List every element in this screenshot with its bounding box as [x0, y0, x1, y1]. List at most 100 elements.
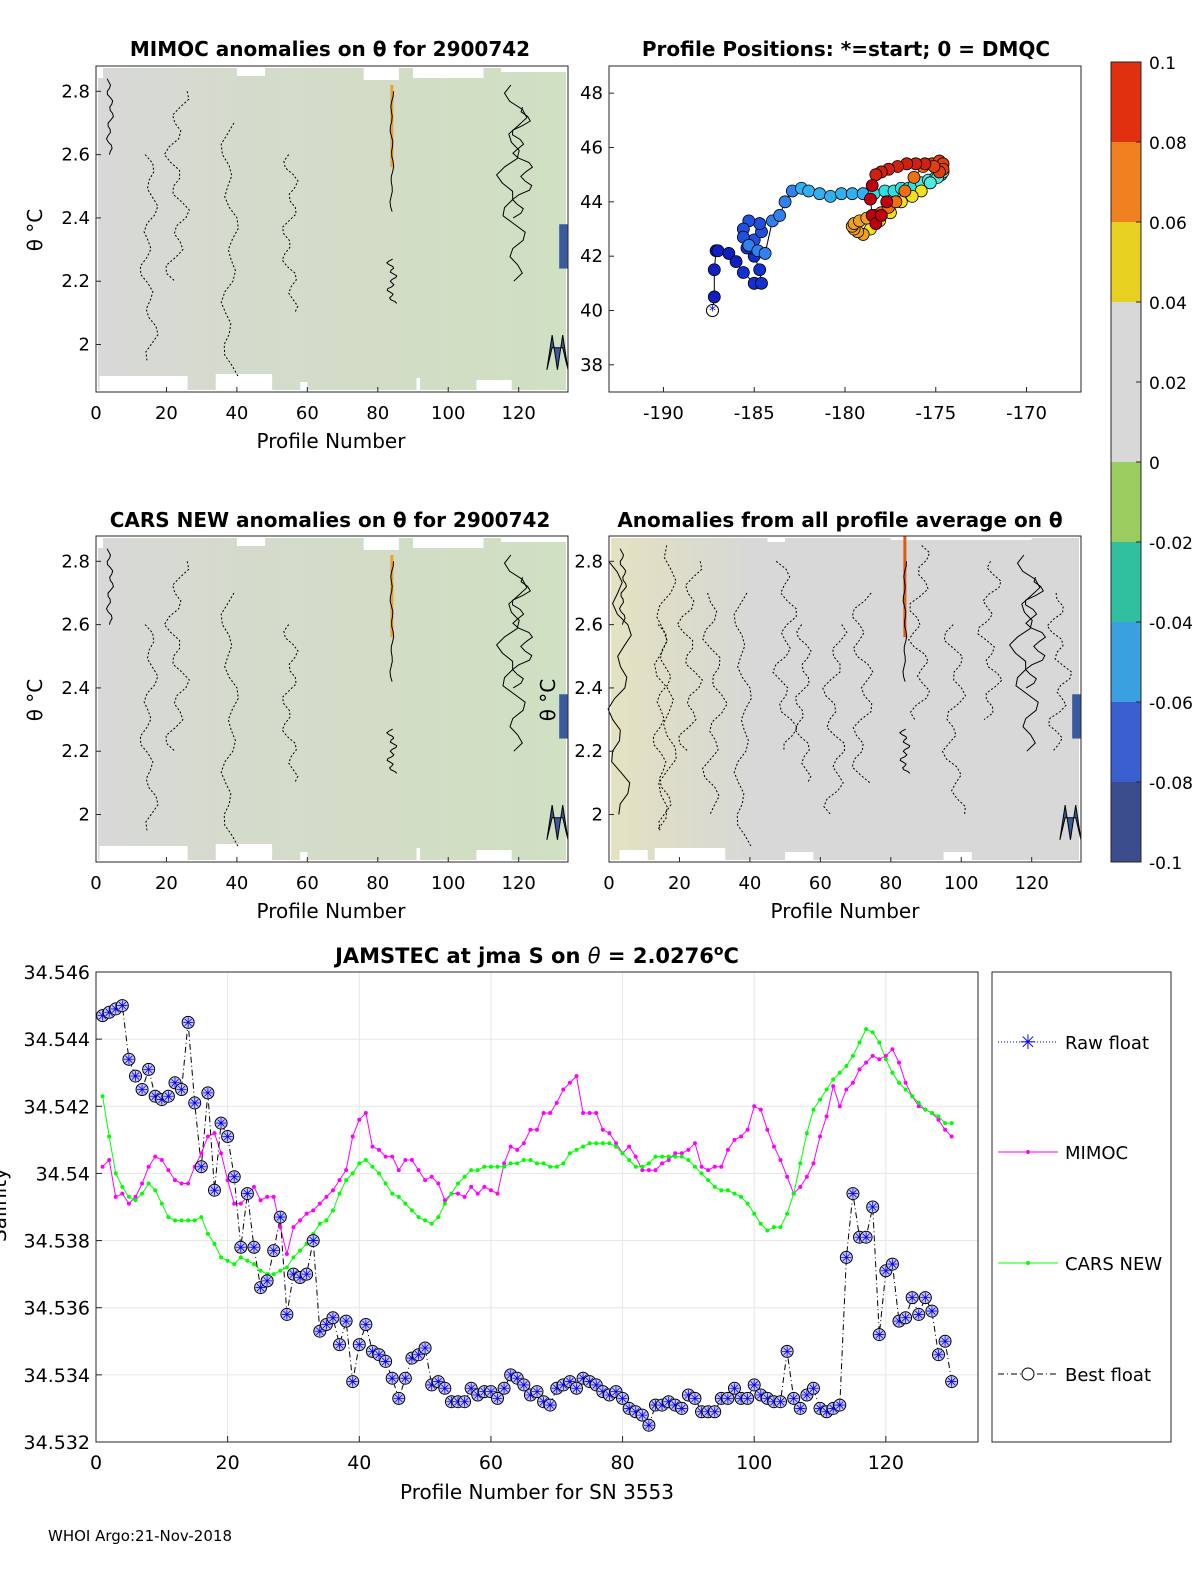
- series-point-2: [785, 1211, 790, 1216]
- series-point-2: [627, 1158, 632, 1162]
- contour-line: [902, 561, 908, 682]
- raw-float-star: [597, 1386, 608, 1397]
- raw-float-star: [729, 1383, 740, 1394]
- mimoc-heatmap: 0 20 40 60 80 100 120 2 2.2 2.4 2.6 2.8: [61, 65, 569, 424]
- contour-line: [386, 728, 398, 774]
- profile-position-point: [753, 263, 767, 277]
- series-point-2: [337, 1191, 342, 1196]
- colorbar-segment: [1111, 62, 1141, 83]
- x-tick-label: 80: [879, 873, 902, 894]
- series-point-2: [561, 1161, 566, 1166]
- series-point-2: [278, 1268, 283, 1273]
- series-point-1: [554, 1100, 559, 1105]
- raw-float-star: [387, 1373, 398, 1384]
- cars-ylabel: θ °C: [23, 679, 47, 722]
- series-point-2: [653, 1154, 658, 1159]
- series-point-2: [521, 1158, 526, 1162]
- raw-float-star: [143, 1064, 154, 1075]
- missing-data-top: [236, 536, 266, 546]
- series-point-1: [594, 1111, 599, 1115]
- colorbar-segment: [1111, 102, 1141, 123]
- x-tick-label: -170: [1006, 403, 1047, 424]
- missing-data-bottom: [416, 848, 421, 862]
- series-point-1: [508, 1144, 513, 1149]
- series-point-2: [778, 1225, 783, 1230]
- series-point-1: [850, 1080, 855, 1085]
- raw-float-star: [406, 1353, 417, 1364]
- colorbar-segment: [1111, 522, 1141, 543]
- series-point-1: [456, 1191, 461, 1196]
- raw-float-star: [940, 1336, 951, 1347]
- raw-float-star: [828, 1403, 839, 1414]
- series-point-2: [587, 1141, 592, 1146]
- series-point-2: [146, 1181, 151, 1186]
- missing-data-bottom: [654, 848, 726, 862]
- positions-title: Profile Positions: *=start; 0 = DMQC: [642, 37, 1050, 61]
- raw-float-star: [525, 1390, 536, 1400]
- missing-data-top: [1049, 536, 1081, 538]
- series-point-1: [646, 1168, 651, 1173]
- series-point-2: [745, 1201, 750, 1206]
- colorbar-segment: [1111, 642, 1141, 663]
- raw-float-star: [683, 1390, 694, 1400]
- x-tick-label: 40: [225, 403, 248, 424]
- raw-float-star: [808, 1383, 819, 1394]
- series-point-1: [258, 1198, 263, 1203]
- series-point-2: [620, 1151, 625, 1156]
- series-point-2: [837, 1070, 842, 1075]
- raw-float-star: [894, 1316, 905, 1327]
- missing-data-top: [236, 66, 266, 76]
- colorbar-tick-label: 0.06: [1149, 214, 1187, 234]
- contour-line: [281, 624, 299, 784]
- colorbar-segment: [1111, 122, 1141, 143]
- series-point-1: [528, 1127, 533, 1132]
- series-point-1: [883, 1053, 888, 1058]
- raw-float-star: [637, 1410, 648, 1421]
- colorbar-segment: [1111, 322, 1141, 343]
- raw-float-star: [551, 1383, 562, 1394]
- series-point-1: [949, 1134, 954, 1139]
- profile-position-point: [758, 247, 772, 260]
- colorbar-segment: [1111, 542, 1141, 563]
- series-point-1: [423, 1178, 428, 1183]
- series-point-1: [837, 1104, 842, 1109]
- y-tick-label: 2.6: [574, 615, 603, 636]
- salinity-title-sup: o: [714, 943, 724, 959]
- salinity-title: JAMSTEC at jma S on θ = 2.0276oC: [333, 943, 739, 968]
- raw-float-star: [630, 1406, 641, 1417]
- raw-float-star: [420, 1343, 431, 1353]
- series-point-2: [725, 1188, 730, 1193]
- contour-line: [1046, 592, 1073, 752]
- colorbar-segment: [1111, 602, 1141, 623]
- series-point-2: [330, 1208, 335, 1213]
- series-point-1: [857, 1067, 862, 1072]
- y-tick-label: 2.2: [61, 271, 90, 292]
- raw-float-star: [400, 1373, 411, 1384]
- colorbar-segment: [1111, 162, 1141, 183]
- raw-float-star: [426, 1379, 437, 1390]
- raw-float-star: [834, 1400, 845, 1411]
- series-point-2: [640, 1164, 645, 1169]
- positions-plot: * -190 -185 -180 -175 -170 38 40 42 44 46 48: [580, 65, 1082, 424]
- raw-float-star: [347, 1376, 358, 1387]
- series-point-1: [330, 1188, 335, 1193]
- series-point-1: [337, 1178, 342, 1183]
- contour-line: [618, 548, 627, 625]
- series-point-2: [245, 1258, 250, 1263]
- negative-anomaly-blob: [559, 224, 568, 269]
- colorbar-segment: [1111, 382, 1141, 403]
- x-tick-label: 40: [738, 873, 761, 894]
- raw-float-star: [749, 1379, 760, 1390]
- raw-float-star: [801, 1390, 812, 1400]
- raw-float-star: [110, 1003, 121, 1014]
- series-point-1: [890, 1047, 895, 1052]
- series-point-2: [712, 1184, 717, 1189]
- series-point-2: [692, 1164, 697, 1169]
- raw-float-star: [663, 1396, 674, 1407]
- axes-frame: [95, 65, 569, 393]
- salinity-panel: JAMSTEC at jma S on θ = 2.0276oC 0 20 40 60…: [0, 943, 979, 1504]
- contour-line: [105, 548, 114, 625]
- raw-float-star: [354, 1339, 365, 1350]
- raw-float-star: [156, 1094, 167, 1105]
- colorbar-segment: [1111, 502, 1141, 523]
